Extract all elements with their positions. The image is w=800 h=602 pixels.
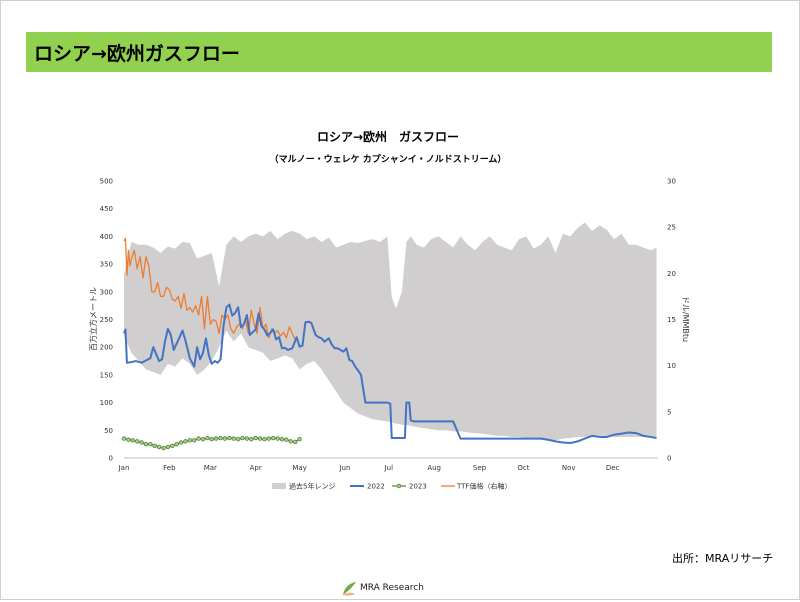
series-2023-marker — [187, 438, 193, 443]
y2-tick-label: 15 — [667, 316, 676, 324]
series-2023-marker — [183, 439, 188, 444]
x-tick-label: Apr — [250, 464, 262, 472]
x-tick-label: Feb — [163, 464, 176, 472]
series-2023-marker — [213, 436, 219, 441]
series-2023-marker — [262, 436, 267, 442]
series-2023-marker — [235, 436, 241, 442]
series-2023-marker — [139, 440, 144, 445]
y-tick-label: 150 — [100, 371, 113, 379]
series-2023-marker — [284, 437, 289, 442]
series-2023-marker — [121, 436, 127, 441]
series-2023-marker — [178, 440, 184, 445]
x-tick-label: Sep — [473, 464, 487, 472]
series-2023-marker — [292, 439, 298, 445]
y-tick-label: 100 — [100, 399, 113, 407]
series-2023-marker — [231, 436, 236, 441]
range-5yr-area — [124, 222, 657, 441]
series-2023-marker — [174, 441, 179, 447]
y2-tick-label: 20 — [667, 270, 676, 278]
series-2023-marker — [196, 436, 201, 441]
legend-swatch-range — [272, 483, 286, 489]
page-title: ロシア→欧州ガスフロー — [34, 43, 240, 65]
y2-tick-label: 0 — [667, 455, 671, 463]
y2-tick-label: 25 — [667, 224, 676, 232]
leaf-logo-icon — [343, 582, 356, 596]
series-ttf-line — [123, 237, 296, 341]
header-bar: ロシア→欧州ガスフロー — [26, 32, 772, 72]
legend-label-2022: 2022 — [367, 483, 385, 491]
series-2023-marker — [227, 435, 232, 441]
series-2023-marker — [148, 441, 153, 447]
y-tick-label: 250 — [100, 316, 113, 324]
legend-label-ttf: TTF価格（右軸） — [456, 482, 511, 491]
series-2023-marker — [152, 443, 157, 449]
series-2023-marker — [192, 438, 197, 443]
series-2023-marker — [244, 436, 250, 441]
y2-axis-label: ドル/MMBtu — [681, 296, 690, 342]
x-tick-label: Aug — [427, 464, 441, 472]
chart-subtitle: （マルノー・ウェレケ カプシャンイ・ノルドストリーム） — [270, 153, 507, 165]
series-2023-marker — [222, 436, 228, 441]
y-tick-label: 450 — [100, 205, 113, 213]
y-tick-label: 300 — [100, 288, 113, 296]
y-tick-label: 200 — [100, 344, 113, 352]
series-2023-marker — [240, 435, 245, 441]
series-2022-line — [123, 303, 657, 445]
series-2023-marker — [275, 436, 280, 441]
x-tick-label: May — [292, 464, 306, 472]
range-area-layer — [124, 222, 657, 441]
y2-tick-label: 10 — [667, 362, 676, 370]
series-2023-marker — [297, 436, 302, 442]
legend-label-range: 過去5年レンジ — [289, 482, 335, 491]
series-2023-marker — [170, 443, 175, 449]
x-tick-label: Jul — [384, 464, 394, 472]
x-tick-label: Mar — [204, 464, 217, 472]
series-2023-marker — [156, 444, 162, 450]
x-tick-label: Jan — [118, 464, 130, 472]
series-2023-marker — [257, 436, 263, 441]
logo-text: MRA Research — [360, 583, 424, 593]
series-2023-marker — [266, 436, 272, 441]
axes-layer: 0 50 100 150 200 250 300 350 400 450 500 0 5 10 15 20 25… — [100, 178, 676, 473]
series-2023-marker — [205, 435, 210, 441]
series-2023-marker — [130, 438, 135, 443]
legend: 過去5年レンジ 2022 2023 TTF価格（右軸） — [272, 482, 511, 491]
y-tick-label: 400 — [100, 233, 113, 241]
series-2023-marker — [271, 435, 276, 441]
series-2023-marker — [279, 436, 285, 442]
series-2023-marker — [200, 436, 206, 442]
series-layer — [121, 237, 657, 451]
y-tick-label: 50 — [104, 427, 113, 435]
y2-tick-label: 5 — [667, 408, 671, 416]
series-2023-marker — [209, 436, 214, 442]
x-tick-label: Dec — [606, 464, 620, 472]
series-2023-marker — [288, 439, 293, 444]
series-2023-marker — [161, 445, 166, 451]
y-tick-label: 0 — [109, 455, 113, 463]
x-tick-label: Jun — [338, 464, 350, 472]
series-2023-marker — [253, 435, 258, 441]
series-2023-marker — [126, 437, 131, 442]
x-tick-label: Nov — [562, 464, 576, 472]
logo: MRA Research — [340, 580, 450, 598]
series-2023-marker — [249, 436, 254, 442]
series-2023-marker — [165, 444, 171, 450]
y-axis-label: 百万立方メートル — [88, 287, 98, 351]
series-2023-marker — [218, 435, 223, 441]
source-note: 出所：MRAリサーチ — [672, 552, 774, 565]
chart-title: ロシア→欧州 ガスフロー — [317, 129, 459, 144]
legend-label-2023: 2023 — [409, 483, 427, 491]
y2-tick-label: 30 — [667, 178, 676, 186]
x-tick-label: Oct — [517, 464, 529, 472]
series-2023-marker — [134, 439, 140, 444]
y-tick-label: 350 — [100, 261, 113, 269]
y-tick-label: 500 — [100, 178, 113, 186]
legend-marker-2023 — [396, 483, 402, 489]
series-2023-marker — [143, 441, 149, 447]
